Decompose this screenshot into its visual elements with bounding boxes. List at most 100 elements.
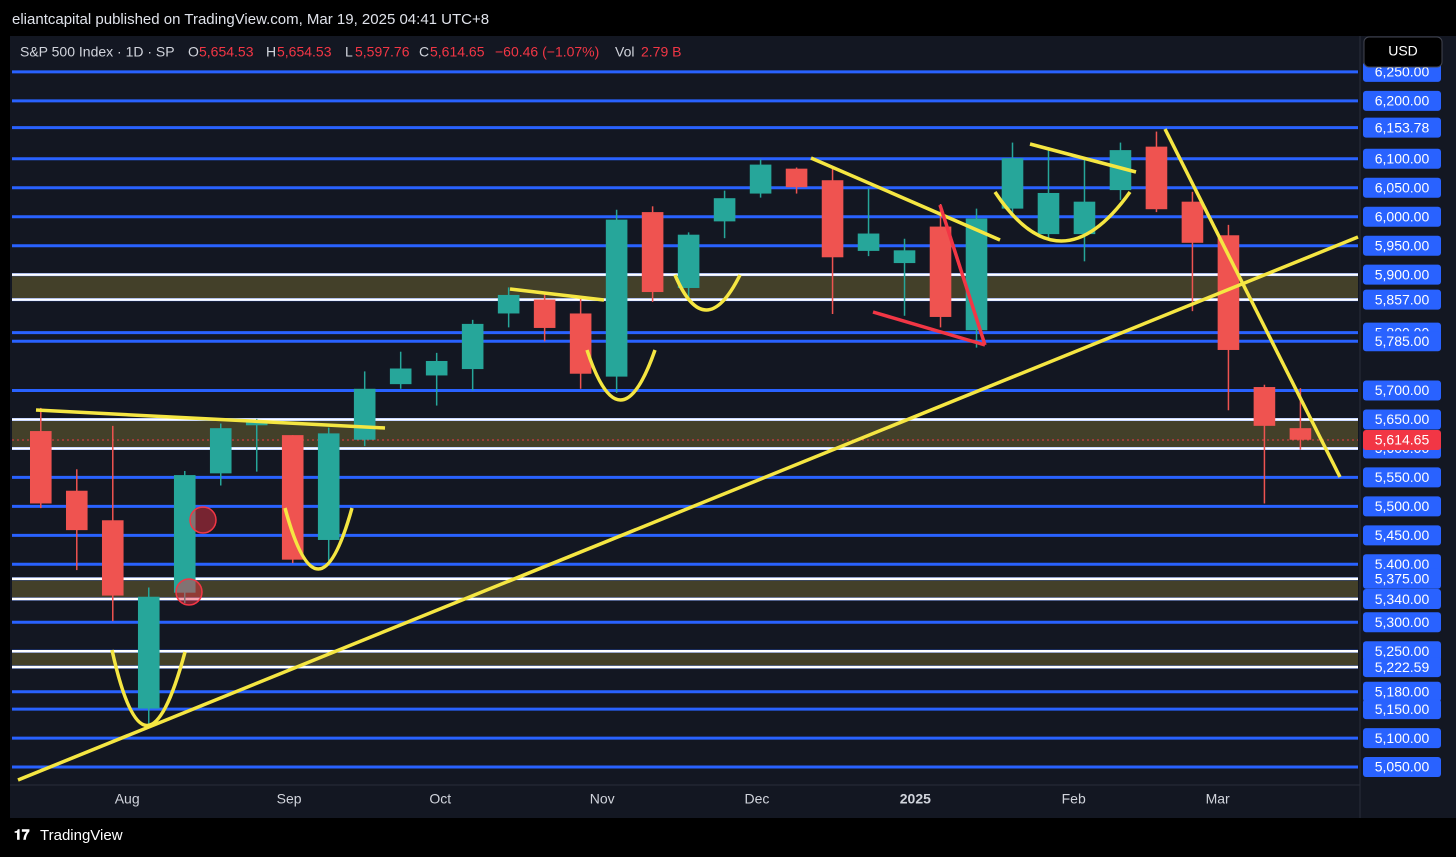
- candle-body: [281, 435, 304, 560]
- price-label-box: [1363, 496, 1441, 517]
- price-label: 6,200.00: [1375, 93, 1430, 109]
- x-tick-label: Aug: [115, 791, 140, 807]
- symbol: S&P 500 Index · 1D · SP: [20, 44, 175, 60]
- trendline: [1163, 128, 1342, 478]
- currency-button[interactable]: [1363, 36, 1443, 68]
- price-label: 5,180.00: [1375, 683, 1430, 699]
- byline: eliantcapital published on TradingView.c…: [12, 11, 489, 28]
- price-label-box: [1363, 568, 1441, 589]
- trendline: [509, 287, 605, 302]
- price-label: 5,100.00: [1375, 730, 1430, 746]
- price-label: 5,900.00: [1375, 266, 1430, 282]
- wedge-line: [872, 310, 986, 347]
- price-label-box: [1363, 206, 1441, 227]
- price-label: 5,857.00: [1375, 291, 1430, 307]
- price-label-box: [1363, 657, 1441, 678]
- price-label: 5,050.00: [1375, 759, 1430, 775]
- price-label-box: [1363, 467, 1441, 488]
- price-label-box: [1363, 728, 1441, 749]
- candle-body: [641, 212, 664, 293]
- cup: [673, 274, 742, 312]
- price-label-box: [1363, 117, 1441, 138]
- logo: 𝟏𝟕: [14, 827, 30, 843]
- candle-body: [893, 250, 916, 264]
- drawings: [17, 128, 1359, 782]
- zone: [12, 578, 1358, 600]
- candle-body: [749, 164, 772, 194]
- candle-body: [1037, 192, 1060, 235]
- candle-body: [785, 168, 808, 188]
- x-tick-label: Nov: [590, 791, 615, 807]
- candle-body: [1145, 146, 1168, 210]
- candle-body: [317, 433, 340, 540]
- candle-body: [461, 323, 484, 370]
- candle-body: [1181, 201, 1204, 243]
- trendline: [1029, 142, 1137, 174]
- price-label: 5,550.00: [1375, 469, 1430, 485]
- price-label-box: [1363, 681, 1441, 702]
- change: −60.46 (−1.07%): [495, 44, 599, 60]
- candle-body: [209, 428, 232, 474]
- ohlc-value: 5,614.65: [430, 44, 485, 60]
- price-label: 5,340.00: [1375, 591, 1430, 607]
- price-label-box: [1363, 235, 1441, 256]
- price-label: 5,150.00: [1375, 701, 1430, 717]
- price-label: 5,785.00: [1375, 333, 1430, 349]
- candle-body: [65, 490, 88, 531]
- candle-body: [677, 234, 700, 288]
- candle-body: [569, 313, 592, 374]
- cup: [110, 649, 187, 728]
- last-price-label: 5,614.65: [1375, 432, 1430, 448]
- ohlc-key: O: [188, 44, 199, 60]
- price-label: 5,450.00: [1375, 527, 1430, 543]
- cup: [993, 190, 1132, 243]
- marker: [189, 506, 217, 534]
- ohlc-value: 5,654.53: [277, 44, 332, 60]
- price-label: 5,300.00: [1375, 614, 1430, 630]
- candle-body: [353, 388, 376, 440]
- candle-body: [389, 368, 412, 385]
- price-label: 6,050.00: [1375, 179, 1430, 195]
- price-label: 5,222.59: [1375, 659, 1430, 675]
- trendline: [35, 408, 386, 430]
- candle-body: [1253, 387, 1276, 426]
- currency: USD: [1388, 43, 1418, 59]
- price-label-box: [1363, 589, 1441, 610]
- candle-body: [497, 294, 520, 314]
- price-label: 6,100.00: [1375, 151, 1430, 167]
- candle-body: [857, 233, 880, 251]
- ohlc-key: L: [345, 44, 353, 60]
- price-axis: 6,250.00 6,200.00 6,153.78 6,100.00 6,050.00…: [1363, 61, 1441, 778]
- candle-body: [137, 596, 160, 709]
- price-label-box: [1363, 641, 1441, 662]
- candle-body: [929, 226, 952, 317]
- candle-body: [173, 475, 196, 593]
- candle-body: [29, 431, 52, 504]
- price-label: 6,250.00: [1375, 64, 1430, 80]
- plot: [12, 70, 1358, 769]
- x-tick-label: Oct: [429, 791, 451, 807]
- price-label-box: [1363, 699, 1441, 720]
- last-price-box: [1363, 429, 1441, 450]
- price-label: 5,375.00: [1375, 570, 1430, 586]
- price-label-box: [1363, 525, 1441, 546]
- candle-body: [1001, 158, 1024, 209]
- zone: [12, 651, 1358, 668]
- price-label-box: [1363, 264, 1441, 285]
- price-label-box: [1363, 409, 1441, 430]
- ohlc-key: C: [419, 44, 429, 60]
- price-label: 6,153.78: [1375, 119, 1430, 135]
- candle-body: [1109, 150, 1132, 191]
- price-label-box: [1363, 331, 1441, 352]
- cup: [585, 349, 657, 402]
- price-label: 5,500.00: [1375, 498, 1430, 514]
- brand: TradingView: [40, 827, 123, 844]
- x-tick-label: Feb: [1062, 791, 1086, 807]
- price-label-box: [1363, 177, 1441, 198]
- marker: [175, 578, 203, 606]
- price-label: 5,650.00: [1375, 411, 1430, 427]
- x-tick-label: Dec: [745, 791, 770, 807]
- cup: [283, 507, 354, 571]
